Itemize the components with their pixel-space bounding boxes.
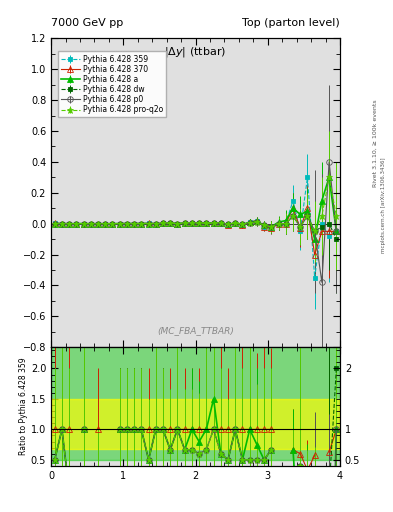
Y-axis label: Ratio to Pythia 6.428 359: Ratio to Pythia 6.428 359 [19, 358, 28, 455]
Bar [51, 399, 340, 450]
Bar [51, 338, 340, 460]
Text: mcplots.cern.ch [arXiv:1306.3436]: mcplots.cern.ch [arXiv:1306.3436] [381, 157, 386, 252]
Text: (MC_FBA_TTBAR): (MC_FBA_TTBAR) [157, 326, 234, 335]
Text: Rivet 3.1.10, ≥ 100k events: Rivet 3.1.10, ≥ 100k events [373, 99, 378, 187]
Text: 7000 GeV pp: 7000 GeV pp [51, 17, 123, 28]
Text: $|\Delta y|$ (ttbar): $|\Delta y|$ (ttbar) [164, 45, 227, 58]
Text: Top (parton level): Top (parton level) [242, 17, 340, 28]
Legend: Pythia 6.428 359, Pythia 6.428 370, Pythia 6.428 a, Pythia 6.428 dw, Pythia 6.42: Pythia 6.428 359, Pythia 6.428 370, Pyth… [58, 52, 166, 117]
